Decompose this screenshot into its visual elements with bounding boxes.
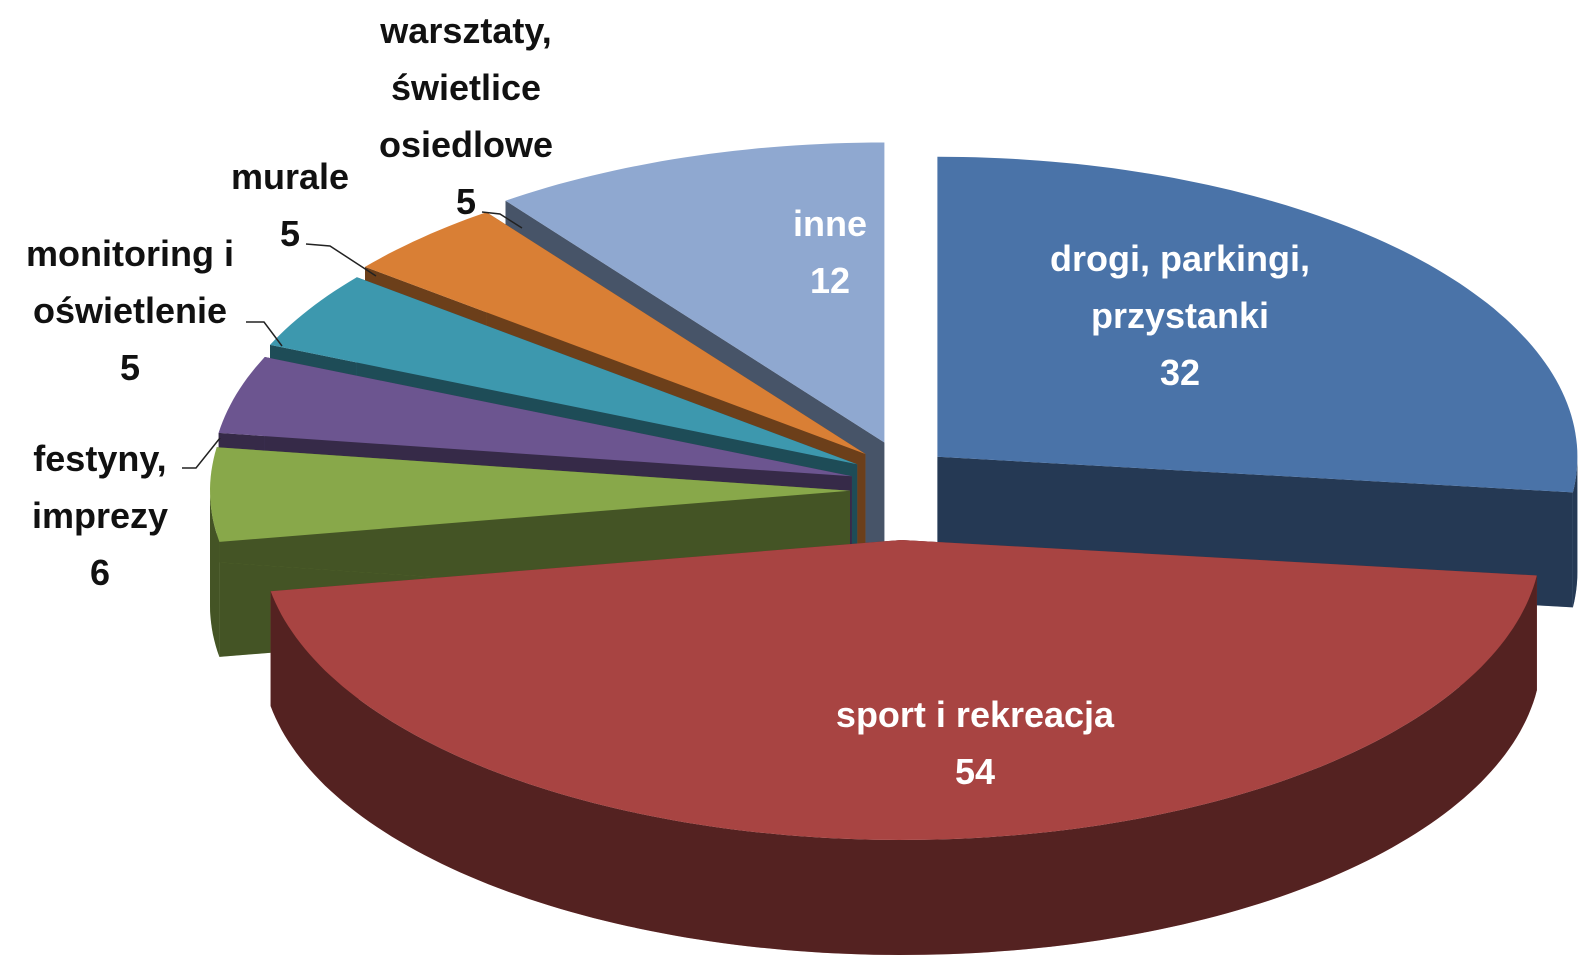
slice-side-shade <box>270 575 1537 955</box>
value-label: 5 <box>455 181 477 222</box>
slice <box>937 156 1578 493</box>
leader-line <box>305 243 377 277</box>
category-label: inne <box>792 203 867 244</box>
category-label: murale <box>230 156 350 197</box>
leader-line <box>481 211 523 229</box>
value-label: 5 <box>279 213 301 254</box>
category-label: sport i rekreacja <box>835 694 1115 735</box>
data-label: drogi, parkingi, przystanki 32 <box>1010 230 1350 401</box>
slice <box>210 447 850 542</box>
slice <box>505 142 885 443</box>
data-label: murale 5 <box>210 148 370 262</box>
slice-side-shade <box>1572 456 1578 608</box>
leader-line <box>182 437 221 469</box>
slice <box>218 357 852 477</box>
value-label: 5 <box>119 347 141 388</box>
data-label: warsztaty, świetlice osiedlowe 5 <box>341 2 591 230</box>
data-label: festyny, imprezy 6 <box>5 430 195 601</box>
data-label: monitoring i oświetlenie 5 <box>0 225 265 396</box>
category-label: festyny, imprezy <box>31 438 169 536</box>
slice <box>270 540 1537 840</box>
category-label: warsztaty, świetlice osiedlowe <box>378 10 554 165</box>
leader-line <box>246 321 283 347</box>
data-label: sport i rekreacja 54 <box>775 686 1175 800</box>
pie <box>210 142 1578 955</box>
data-label: inne 12 <box>755 195 905 309</box>
slice <box>365 212 866 454</box>
value-label: 6 <box>89 552 111 593</box>
slice-side-shade <box>210 490 220 657</box>
value-label: 32 <box>1159 352 1201 393</box>
value-label: 54 <box>954 751 996 792</box>
slice <box>270 277 858 465</box>
value-label: 12 <box>809 260 851 301</box>
leader-lines <box>182 211 523 469</box>
category-label: drogi, parkingi, przystanki <box>1049 238 1310 336</box>
category-label: monitoring i oświetlenie <box>26 233 234 331</box>
